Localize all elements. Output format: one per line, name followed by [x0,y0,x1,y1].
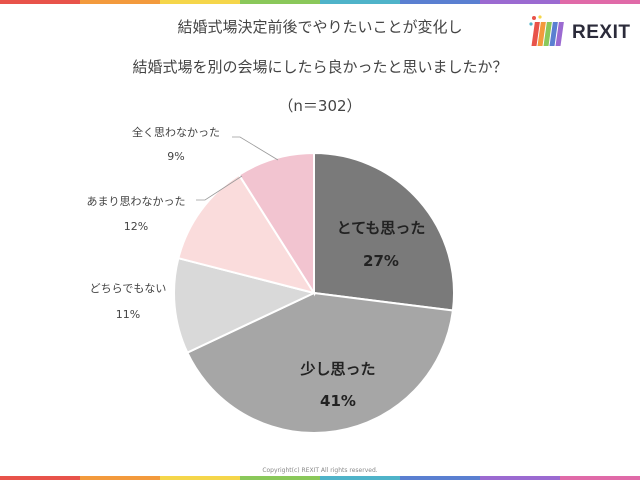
slice-label: 全く思わなかった [132,125,220,139]
stripe-segment [0,476,80,480]
rexit-logo: REXIT [528,14,632,50]
slice-percent-label: 41% [320,392,356,410]
stripe-segment [320,476,400,480]
slice-percent-label: 12% [124,220,148,233]
top-color-stripe [0,0,640,4]
stripe-segment [240,476,320,480]
slice-percent-label: 9% [167,150,184,163]
copyright-footer: Copyright(c) REXIT All rights reserved. [262,467,378,474]
pie-slice [173,256,317,354]
slice-percent-label: 27% [363,252,399,270]
pie-slice [177,173,317,295]
chart-title-line-1: 結婚式場決定前後でやりたいことが変化し [177,18,463,36]
stripe-segment [400,0,480,4]
stripe-segment [560,0,640,4]
chart-title-line-2: 結婚式場を別の会場にしたら良かったと思いましたか？ [132,58,508,76]
stripe-segment [560,476,640,480]
stripe-segment [320,0,400,4]
slice-label: どちらでもない [90,282,167,295]
slice-label: とても思った [337,219,426,237]
rexit-logo-text: REXIT [572,22,631,43]
rexit-logo-mark-icon [529,15,564,46]
stripe-segment [480,0,560,4]
stripe-segment [80,0,160,4]
stripe-segment [240,0,320,4]
sample-size-label: （n＝302） [278,97,362,115]
slice-percent-label: 11% [116,308,140,321]
stripe-segment [160,476,240,480]
pie-slice [185,291,455,434]
leader-line [232,136,279,161]
slice-label: あまり思わなかった [87,195,186,208]
stripe-segment [160,0,240,4]
slice-label: 少し思った [299,360,375,378]
stripe-segment [400,476,480,480]
bottom-color-stripe [0,476,640,480]
stripe-segment [480,476,560,480]
stripe-segment [80,476,160,480]
leader-line [196,175,243,201]
stripe-segment [0,0,80,4]
pie-slice [313,151,455,312]
